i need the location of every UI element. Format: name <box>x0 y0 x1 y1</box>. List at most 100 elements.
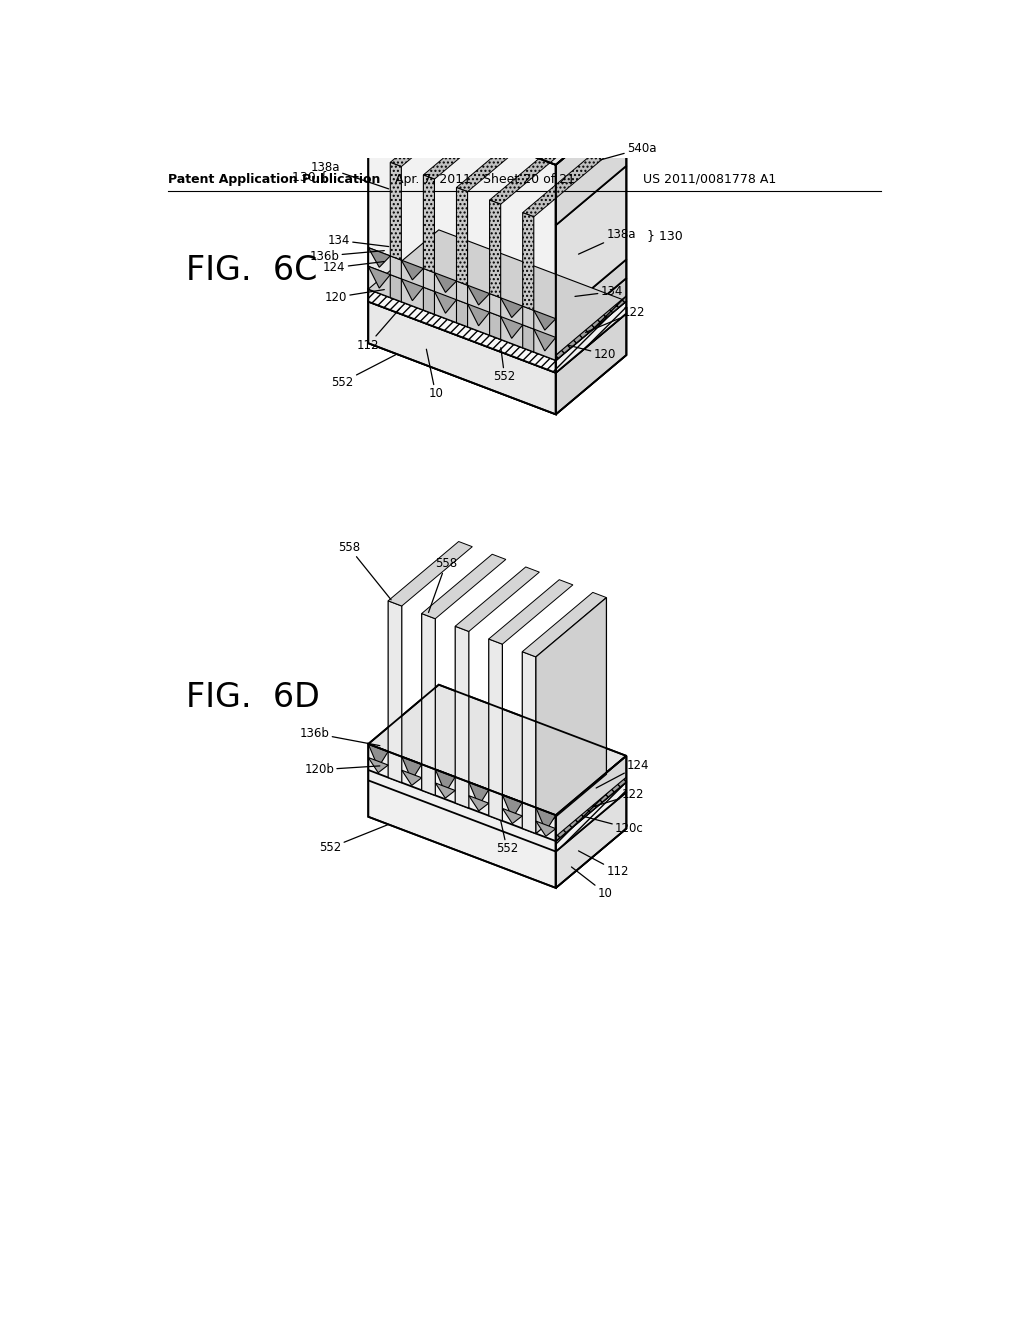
Polygon shape <box>388 541 472 606</box>
Polygon shape <box>401 279 423 301</box>
Polygon shape <box>369 248 556 338</box>
Polygon shape <box>469 783 488 805</box>
Polygon shape <box>390 162 401 260</box>
Polygon shape <box>488 579 572 644</box>
Polygon shape <box>556 106 627 414</box>
Polygon shape <box>489 110 536 144</box>
Polygon shape <box>468 304 489 326</box>
Polygon shape <box>457 281 468 304</box>
Text: 552: 552 <box>319 825 388 854</box>
Polygon shape <box>457 98 503 132</box>
Text: 122: 122 <box>593 788 644 807</box>
Polygon shape <box>369 302 556 414</box>
Polygon shape <box>423 268 434 292</box>
Text: 138a: 138a <box>579 228 636 255</box>
Text: Patent Application Publication: Patent Application Publication <box>168 173 381 186</box>
Polygon shape <box>501 298 522 318</box>
Text: FIG.  6C: FIG. 6C <box>186 253 317 286</box>
Text: FIG.  6D: FIG. 6D <box>186 681 319 714</box>
Polygon shape <box>369 744 388 767</box>
Text: 120c: 120c <box>586 817 644 836</box>
Polygon shape <box>369 248 390 268</box>
Polygon shape <box>369 289 556 372</box>
Polygon shape <box>556 279 627 360</box>
Polygon shape <box>369 230 627 360</box>
Polygon shape <box>556 777 627 841</box>
Text: } 130: } 130 <box>647 230 682 242</box>
Polygon shape <box>536 808 556 832</box>
Text: 112: 112 <box>356 309 400 351</box>
Polygon shape <box>401 260 423 280</box>
Polygon shape <box>369 744 556 888</box>
Polygon shape <box>489 141 571 205</box>
Polygon shape <box>489 201 501 298</box>
Polygon shape <box>457 187 468 285</box>
Polygon shape <box>503 795 522 818</box>
Text: 552: 552 <box>332 354 396 388</box>
Polygon shape <box>556 296 627 360</box>
Polygon shape <box>488 639 503 821</box>
Polygon shape <box>388 601 401 783</box>
Polygon shape <box>457 128 538 191</box>
Polygon shape <box>423 116 505 180</box>
Polygon shape <box>390 275 401 302</box>
Polygon shape <box>369 758 388 772</box>
Polygon shape <box>390 103 472 166</box>
Text: 120: 120 <box>325 289 384 304</box>
Polygon shape <box>522 652 536 833</box>
Text: 120b: 120b <box>304 763 380 776</box>
Text: 134: 134 <box>575 285 623 298</box>
Polygon shape <box>422 554 506 619</box>
Polygon shape <box>422 614 435 796</box>
Polygon shape <box>536 598 606 833</box>
Text: 124: 124 <box>596 759 649 788</box>
Text: 558: 558 <box>338 541 391 599</box>
Polygon shape <box>434 292 457 313</box>
Polygon shape <box>390 256 401 279</box>
Text: 540a: 540a <box>600 143 656 160</box>
Polygon shape <box>536 821 556 837</box>
Polygon shape <box>534 310 556 330</box>
Text: 10: 10 <box>571 867 612 900</box>
Polygon shape <box>556 166 627 318</box>
Polygon shape <box>556 781 627 851</box>
Polygon shape <box>369 267 390 288</box>
Polygon shape <box>469 796 488 810</box>
Polygon shape <box>369 94 556 414</box>
Polygon shape <box>556 756 627 841</box>
Polygon shape <box>435 783 456 799</box>
Polygon shape <box>423 84 470 119</box>
Polygon shape <box>501 317 522 338</box>
Text: 558: 558 <box>428 557 457 612</box>
Text: 124: 124 <box>323 261 384 275</box>
Polygon shape <box>503 808 522 824</box>
Polygon shape <box>522 306 534 329</box>
Polygon shape <box>489 293 501 317</box>
Polygon shape <box>456 568 540 631</box>
Text: 138a: 138a <box>310 161 389 189</box>
Text: 122: 122 <box>586 306 645 333</box>
Text: 112: 112 <box>579 851 629 878</box>
Text: US 2011/0081778 A1: US 2011/0081778 A1 <box>643 173 776 186</box>
Polygon shape <box>456 626 469 808</box>
Polygon shape <box>369 685 627 816</box>
Text: 10: 10 <box>426 350 443 400</box>
Polygon shape <box>468 285 489 305</box>
Polygon shape <box>556 106 627 226</box>
Text: 120: 120 <box>568 345 615 360</box>
Text: 552: 552 <box>496 821 518 855</box>
Text: 134: 134 <box>328 234 389 247</box>
Text: Apr. 7, 2011   Sheet 20 of 21: Apr. 7, 2011 Sheet 20 of 21 <box>395 173 575 186</box>
Polygon shape <box>435 770 456 793</box>
Polygon shape <box>556 756 627 888</box>
Polygon shape <box>522 153 604 216</box>
Polygon shape <box>522 325 534 352</box>
Text: 130 {: 130 { <box>292 169 328 182</box>
Polygon shape <box>556 260 627 338</box>
Polygon shape <box>423 288 434 314</box>
Polygon shape <box>423 176 434 273</box>
Polygon shape <box>522 593 606 657</box>
Polygon shape <box>457 300 468 327</box>
Text: 136b: 136b <box>300 727 380 746</box>
Polygon shape <box>401 756 422 780</box>
